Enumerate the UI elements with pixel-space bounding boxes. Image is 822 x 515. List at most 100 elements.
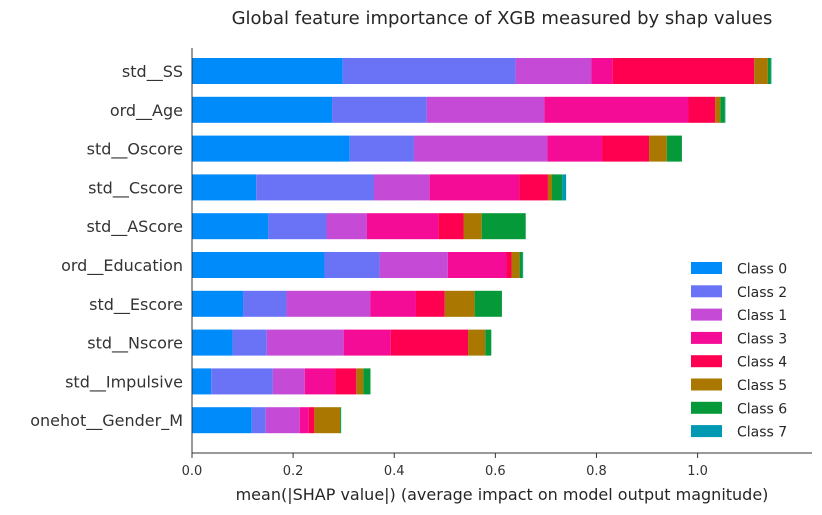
bar-group [192, 58, 772, 434]
y-tick-label: onehot__Gender_M [30, 411, 183, 431]
bar-std--Cscore-class-7 [562, 174, 567, 201]
bar-std--SS-class-7 [770, 58, 772, 84]
bar-std--AScore-class-6 [481, 213, 526, 240]
bar-std--Escore-class-5 [444, 290, 475, 317]
bar-onehot--Gender-M-class-1 [265, 407, 300, 434]
legend-label: Class 0 [737, 262, 787, 278]
x-tick-label: 0.4 [384, 464, 405, 479]
legend-swatch [691, 425, 722, 438]
x-tick-label: 0.8 [586, 464, 607, 479]
y-tick-label: std__SS [122, 62, 183, 82]
bar-std--Nscore-class-3 [343, 329, 391, 356]
bar-std--SS-class-4 [612, 58, 755, 84]
bar-ord--Age-class-0 [192, 96, 333, 123]
bar-std--Escore-class-6 [474, 290, 502, 317]
bar-ord--Education-class-7 [522, 252, 524, 278]
bar-std--Escore-class-2 [243, 290, 287, 317]
bar-std--Oscore-class-6 [666, 135, 682, 162]
legend-label: Class 6 [737, 401, 787, 417]
bar-ord--Education-class-5 [511, 252, 520, 278]
legend-swatch [691, 331, 722, 344]
bar-ord--Education-class-2 [324, 252, 380, 278]
bar-onehot--Gender-M-class-0 [192, 407, 252, 434]
bar-std--SS-class-3 [591, 58, 613, 84]
bar-std--Nscore-class-0 [192, 329, 233, 356]
bar-ord--Education-class-6 [519, 252, 523, 278]
bar-std--Nscore-class-4 [390, 329, 469, 356]
bar-std--Oscore-class-3 [547, 135, 603, 162]
bar-ord--Age-class-1 [426, 96, 545, 123]
bar-std--Nscore-class-1 [266, 329, 344, 356]
y-tick-label: ord__Age [110, 101, 183, 121]
bar-std--AScore-class-5 [463, 213, 482, 240]
bar-onehot--Gender-M-class-6 [340, 407, 342, 434]
bar-ord--Age-class-4 [688, 96, 716, 123]
bar-std--AScore-class-1 [326, 213, 367, 240]
legend-swatch [691, 285, 722, 298]
legend-swatch [691, 355, 722, 368]
y-tick-label: std__AScore [86, 217, 183, 237]
bar-std--Impulsive-class-3 [304, 368, 336, 395]
legend-label: Class 3 [737, 331, 787, 347]
bar-std--SS-class-0 [192, 58, 343, 84]
legend-label: Class 5 [737, 378, 787, 394]
bar-ord--Education-class-0 [192, 252, 325, 278]
y-tick-label: std__Cscore [88, 178, 183, 198]
legend: Class 0 Class 2 Class 1 Class 3 Class 4 Class… [691, 262, 787, 441]
bar-onehot--Gender-M-class-2 [251, 407, 266, 434]
x-tick-label: 1.0 [687, 464, 708, 479]
bar-std--Nscore-class-2 [232, 329, 267, 356]
bar-std--Cscore-class-3 [429, 174, 520, 201]
bar-std--Escore-class-3 [370, 290, 416, 317]
bar-std--Impulsive-class-4 [335, 368, 357, 395]
bar-std--Cscore-class-2 [256, 174, 375, 201]
bar-ord--Age-class-3 [544, 96, 689, 123]
bar-std--AScore-class-3 [366, 213, 439, 240]
bar-ord--Education-class-3 [447, 252, 507, 278]
y-tick-label: std__Escore [89, 295, 183, 315]
bar-std--Impulsive-class-6 [363, 368, 371, 395]
bar-std--Cscore-class-5 [547, 174, 552, 201]
bar-ord--Education-class-1 [379, 252, 448, 278]
legend-label: Class 2 [737, 285, 787, 301]
bar-std--Impulsive-class-5 [356, 368, 364, 395]
bar-std--Impulsive-class-2 [211, 368, 273, 395]
bar-std--Impulsive-class-0 [192, 368, 212, 395]
legend-label: Class 7 [737, 425, 787, 441]
bar-ord--Education-class-4 [506, 252, 512, 278]
x-tick-label: 0.0 [182, 464, 203, 479]
bar-std--AScore-class-4 [438, 213, 464, 240]
x-axis-ticks: 0.0 0.2 0.4 0.6 0.8 1.0 [182, 453, 708, 479]
legend-swatch [691, 262, 722, 274]
bar-std--Nscore-class-5 [468, 329, 486, 356]
bar-ord--Age-class-5 [715, 96, 721, 123]
bar-std--SS-class-5 [754, 58, 768, 84]
bar-std--SS-class-2 [342, 58, 516, 84]
bar-ord--Age-class-7 [724, 96, 726, 123]
y-tick-label: std__Impulsive [65, 372, 183, 392]
bar-std--Oscore-class-0 [192, 135, 350, 162]
bar-std--Cscore-class-0 [192, 174, 257, 201]
x-tick-label: 0.2 [283, 464, 304, 479]
bar-std--Oscore-class-2 [349, 135, 414, 162]
bar-std--Nscore-class-6 [485, 329, 492, 356]
bar-onehot--Gender-M-class-4 [308, 407, 315, 434]
bar-std--Oscore-class-5 [649, 135, 667, 162]
bar-std--AScore-class-2 [268, 213, 327, 240]
bar-onehot--Gender-M-class-5 [314, 407, 341, 434]
bar-std--Escore-class-0 [192, 290, 244, 317]
bar-std--SS-class-1 [515, 58, 592, 84]
legend-swatch [691, 308, 722, 321]
bar-std--Oscore-class-4 [602, 135, 650, 162]
bar-std--Escore-class-4 [415, 290, 445, 317]
bar-std--Cscore-class-6 [551, 174, 563, 201]
y-tick-label: std__Oscore [87, 140, 183, 160]
bar-ord--Age-class-2 [332, 96, 427, 123]
bar-ord--Age-class-6 [720, 96, 725, 123]
bar-std--Cscore-class-4 [519, 174, 548, 201]
x-tick-label: 0.6 [485, 464, 506, 479]
bar-onehot--Gender-M-class-3 [299, 407, 309, 434]
legend-label: Class 1 [737, 308, 787, 324]
x-axis-label: mean(|SHAP value|) (average impact on mo… [236, 485, 769, 504]
